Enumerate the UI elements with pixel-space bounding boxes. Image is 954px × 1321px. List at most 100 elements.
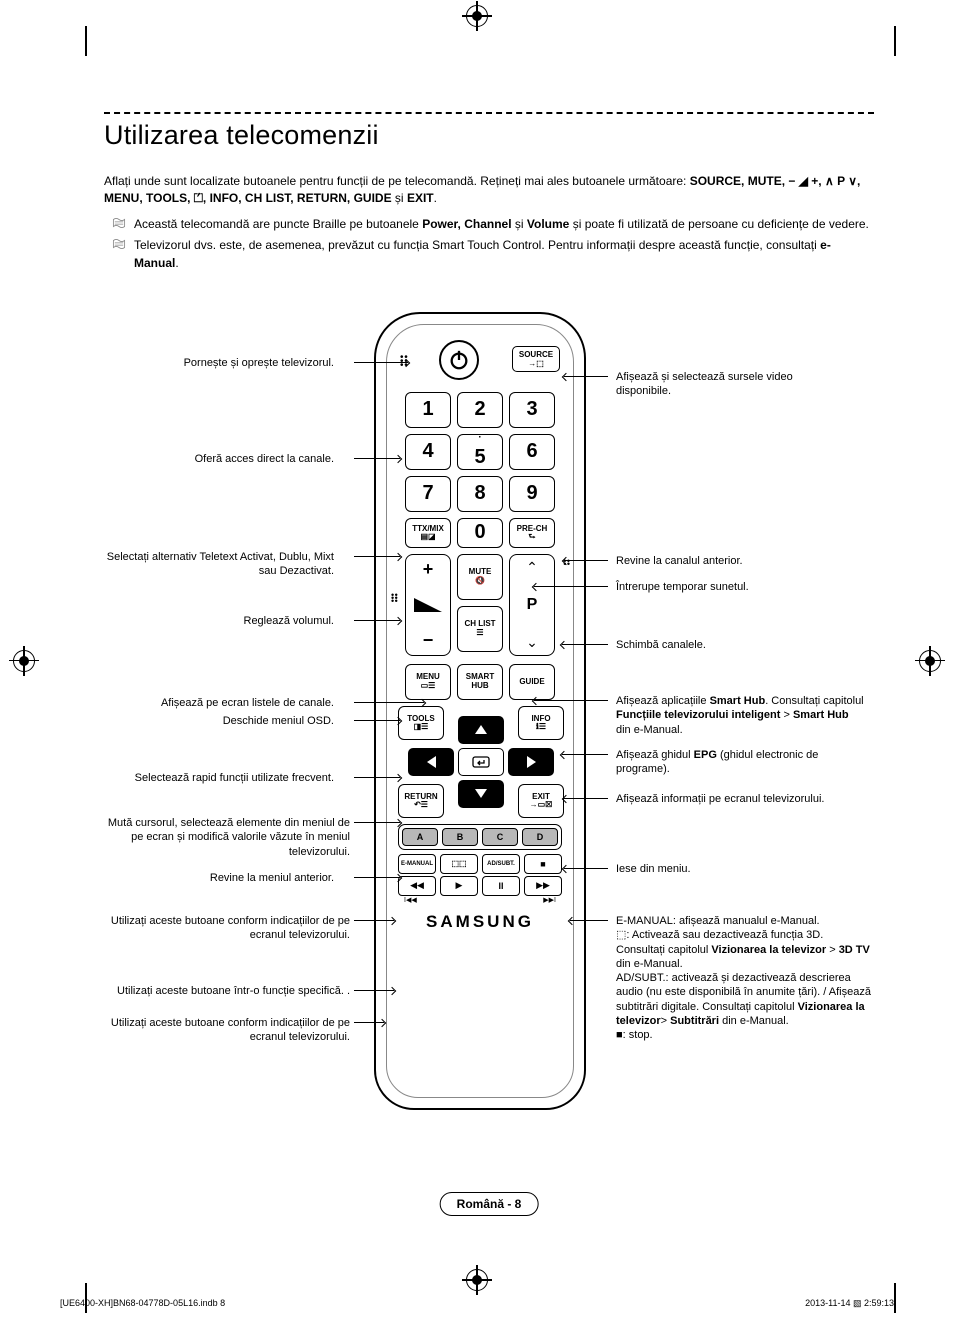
tools-button: TOOLS◨☰	[398, 706, 444, 740]
callout-text: Selectați alternativ Teletext Activat, D…	[104, 550, 334, 579]
lead-line	[562, 754, 608, 755]
info-button: INFOℹ☰	[518, 706, 564, 740]
arrow-right-icon	[527, 756, 536, 768]
forward-icon: ▶▶	[536, 880, 550, 891]
callout-text: Pornește și oprește televizorul.	[104, 356, 334, 370]
rewind-icon: ◀◀	[410, 880, 424, 891]
lead-line	[354, 620, 400, 621]
lead-line	[354, 362, 408, 363]
manual-page: Utilizarea telecomenzii Aflați unde sunt…	[104, 60, 874, 1260]
emanual-button: E-MANUAL	[398, 854, 436, 874]
note2-part1: Televizorul dvs. este, de asemenea, prev…	[134, 238, 820, 252]
lead-line	[354, 877, 400, 878]
note-row: Această telecomandă are puncte Braille p…	[112, 216, 874, 233]
num-button-0: 0	[457, 518, 503, 548]
brand-label: SAMSUNG	[396, 912, 564, 932]
exit-button: EXIT→▭☒	[518, 784, 564, 818]
lead-line	[564, 376, 608, 377]
power-icon	[448, 349, 470, 371]
lead-line	[564, 560, 608, 561]
lead-line	[564, 868, 608, 869]
color-button-b: B	[442, 828, 478, 846]
chlist-button: CH LIST☰	[457, 606, 503, 652]
intro-tail: și	[392, 191, 407, 205]
note1-tail: și poate fi utilizată de persoane cu def…	[569, 217, 869, 231]
note1-bold1: Power, Channel	[422, 217, 511, 231]
lead-line	[534, 700, 608, 701]
remote-body: • •• •• • SOURCE →⬚ 1 2 3	[374, 312, 586, 1110]
lead-line	[534, 586, 608, 587]
stop-icon: ■	[540, 859, 545, 869]
source-icon: →⬚	[528, 359, 544, 368]
dpad-right-button	[508, 748, 554, 776]
note-row: Televizorul dvs. este, de asemenea, prev…	[112, 237, 874, 272]
lead-line	[354, 777, 400, 778]
channel-down-icon: ⌄	[526, 634, 538, 651]
volume-rocker: + −	[405, 554, 451, 656]
note-bullet-icon	[112, 238, 126, 250]
smarthub-button: SMARTHUB	[457, 664, 503, 700]
note1-bold2: Volume	[527, 217, 569, 231]
lead-line	[562, 644, 608, 645]
lead-line	[354, 1022, 384, 1023]
callout-text: Schimbă canalele.	[616, 638, 844, 652]
remote-diagram: • •• •• • SOURCE →⬚ 1 2 3	[104, 312, 874, 1132]
lead-line	[354, 458, 400, 459]
arrow-up-icon	[475, 725, 487, 734]
volume-icon	[414, 598, 442, 612]
num-button-6: 6	[509, 434, 555, 470]
volume-plus-icon: +	[423, 559, 434, 580]
ttx-icon: ▤◪	[420, 533, 435, 541]
function-row: E-MANUAL ⬚⬚ AD/SUBT. ■	[396, 854, 564, 874]
prech-icon: ⮑	[528, 533, 535, 541]
color-button-row: A B C D	[398, 824, 562, 850]
intro-exit: EXIT	[407, 191, 434, 205]
playback-row: ◀◀ ▶ II ▶▶	[396, 876, 564, 896]
callout-text: Afișează informații pe ecranul televizor…	[616, 792, 866, 806]
skip-icons-row: I◀◀ ▶▶I	[396, 896, 564, 904]
menu-icon: ▭☰	[421, 682, 436, 691]
lead-line	[570, 920, 608, 921]
rocker-group: • •• •• • + − MUTE🔇 CH LIST☰ • •• •	[396, 554, 564, 656]
callout-text: Utilizați aceste butoane conform indicaț…	[104, 1016, 350, 1045]
callout-text: Întrerupe temporar sunetul.	[616, 580, 844, 594]
callout-text: Oferă acces direct la canale.	[104, 452, 334, 466]
intro-period: .	[434, 191, 437, 205]
arrow-down-icon	[475, 789, 487, 798]
dpad-area: TOOLS◨☰ INFOℹ☰ RETURN↶☰ EXIT→▭☒	[396, 706, 566, 818]
power-row: • •• •• • SOURCE →⬚	[396, 340, 564, 380]
num-button-4: 4	[405, 434, 451, 470]
channel-p-label: P	[527, 596, 538, 614]
note1-mid: și	[512, 217, 527, 231]
callout-text: Deschide meniul OSD.	[104, 714, 334, 728]
remote-content: • •• •• • SOURCE →⬚ 1 2 3	[396, 340, 564, 1094]
num-button-7: 7	[405, 476, 451, 512]
callout-text: Revine la canalul anterior.	[616, 554, 844, 568]
skip-fwd-icon: ▶▶I	[543, 896, 556, 904]
guide-button: GUIDE	[509, 664, 555, 700]
tools-icon: ◨☰	[414, 723, 429, 731]
callout-text: Mută cursorul, selectează elemente din m…	[104, 816, 350, 859]
forward-button: ▶▶	[524, 876, 562, 896]
channel-rocker: ⌃ P ⌄	[509, 554, 555, 656]
lead-line	[564, 798, 608, 799]
intro-paragraph: Aflați unde sunt localizate butoanele pe…	[104, 173, 874, 208]
lead-line	[354, 920, 394, 921]
adsubt-button: AD/SUBT.	[482, 854, 520, 874]
color-button-a: A	[402, 828, 438, 846]
3d-button: ⬚⬚	[440, 854, 478, 874]
color-button-c: C	[482, 828, 518, 846]
mute-icon: 🔇	[475, 577, 485, 586]
menu-button: MENU▭☰	[405, 664, 451, 700]
page-number-label: Română - 8	[440, 1192, 539, 1216]
enter-icon	[472, 756, 490, 768]
mute-chlist-col: MUTE🔇 CH LIST☰	[457, 554, 503, 656]
dpad-down-button	[458, 780, 504, 808]
lead-line	[354, 556, 400, 557]
num-button-1: 1	[405, 392, 451, 428]
guide-label: GUIDE	[519, 678, 544, 687]
lead-line	[354, 990, 394, 991]
callout-text: Afișează pe ecran listele de canale.	[104, 696, 334, 710]
number-pad: 1 2 3 4 ·5 6 7 8 9	[396, 392, 564, 512]
callout-text: Afișează și selectează sursele video dis…	[616, 370, 844, 399]
